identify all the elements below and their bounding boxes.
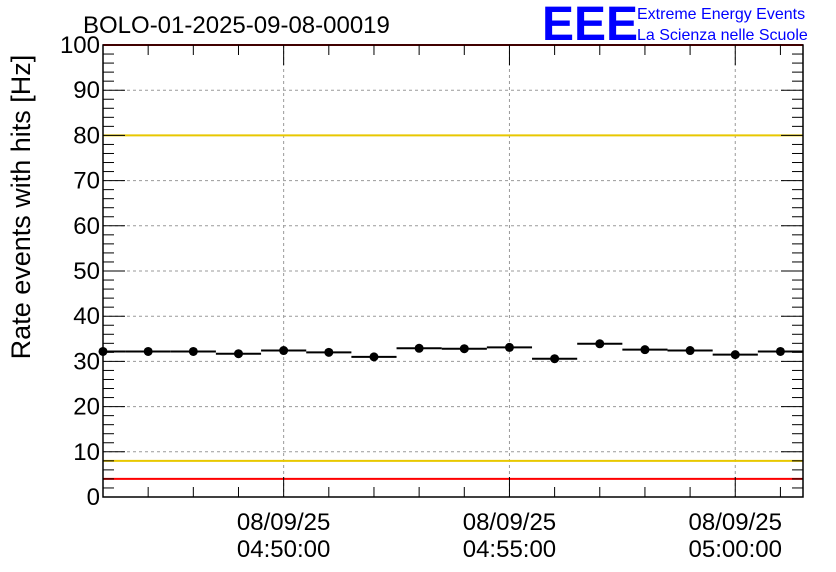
eee-logo-mark: EEE (542, 0, 638, 51)
data-point (550, 354, 560, 364)
data-point (369, 352, 379, 362)
logo-line-2: La Scienza nelle Scuole (637, 27, 808, 44)
y-tick-label: 40 (73, 303, 100, 330)
x-tick-label-date: 08/09/25 (237, 509, 330, 536)
grid-lines (103, 45, 803, 497)
data-point (685, 346, 695, 356)
data-points (98, 339, 803, 364)
eee-logo: EEE Extreme Energy Events La Scienza nel… (542, 0, 808, 51)
data-point (279, 346, 289, 356)
x-tick-label-date: 08/09/25 (463, 509, 556, 536)
data-point (414, 343, 424, 353)
reference-lines (103, 44, 803, 480)
data-point (233, 349, 243, 359)
y-tick-label: 80 (73, 122, 100, 149)
x-tick-label-time: 04:55:00 (463, 536, 556, 563)
data-point (324, 347, 334, 357)
y-tick-label: 70 (73, 168, 100, 195)
data-point (188, 346, 198, 356)
y-tick-label: 50 (73, 258, 100, 285)
x-axis: 08/09/2504:50:0008/09/2504:55:0008/09/25… (102, 45, 782, 563)
chart-title: BOLO-01-2025-09-08-00019 (83, 12, 390, 39)
data-point (459, 344, 469, 354)
data-point (730, 350, 740, 360)
x-tick-label-date: 08/09/25 (689, 509, 782, 536)
x-tick-label-time: 05:00:00 (689, 536, 782, 563)
logo-line-1: Extreme Energy Events (637, 6, 805, 23)
y-tick-label: 90 (73, 77, 100, 104)
data-point (775, 346, 785, 356)
y-tick-label: 10 (73, 439, 100, 466)
data-point (640, 345, 650, 355)
data-point (595, 339, 605, 349)
y-tick-label: 0 (87, 484, 100, 511)
y-axis-label: Rate events with hits [Hz] (6, 55, 36, 360)
y-tick-label: 20 (73, 394, 100, 421)
y-tick-label: 100 (60, 32, 100, 59)
data-point (143, 346, 153, 356)
y-axis: 0 10 20 30 40 50 60 70 80 90 100 (60, 32, 803, 511)
y-tick-label: 60 (73, 213, 100, 240)
data-point (504, 342, 514, 352)
y-tick-label: 30 (73, 348, 100, 375)
x-tick-label-time: 04:50:00 (237, 536, 330, 563)
